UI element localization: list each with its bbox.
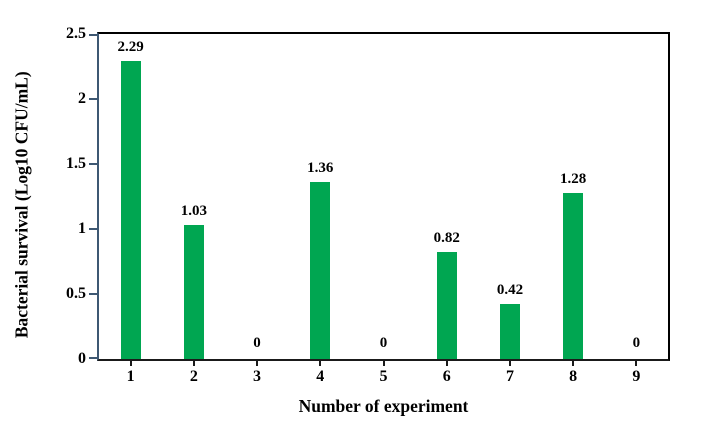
x-axis-tick-label: 2 — [189, 368, 198, 385]
x-axis-tick — [572, 361, 575, 366]
bar-value-label: 0 — [253, 335, 261, 351]
bar-value-label: 1.36 — [307, 160, 334, 177]
x-axis-tick — [256, 361, 259, 366]
y-axis-tick-label: 0.5 — [66, 285, 86, 302]
y-axis-tick — [89, 163, 97, 165]
x-axis-tick — [382, 361, 385, 366]
plot-inner: 0 0.5 1 1.5 2 2.5 2.29 1 1.03 2 0 3 1.36 4 0 5 0.82 6 0.42… — [66, 26, 668, 385]
y-axis-tick-label: 1.5 — [66, 155, 86, 172]
y-axis-tick — [89, 98, 97, 100]
bar-value-label: 0.42 — [496, 282, 524, 299]
x-axis-tick — [445, 361, 448, 366]
x-axis-tick-label: 4 — [316, 368, 325, 385]
bar — [436, 252, 457, 359]
x-axis-tick-label: 8 — [569, 368, 578, 385]
x-axis-tick — [635, 361, 638, 366]
y-axis-title: Bacterial survival (Log10 CFU/mL) — [11, 71, 32, 339]
x-axis-tick-label: 5 — [379, 368, 388, 385]
x-axis-tick-label: 1 — [126, 368, 135, 385]
x-axis-tick — [192, 361, 195, 366]
x-axis-tick-label: 6 — [442, 368, 451, 385]
plot-area: 0 0.5 1 1.5 2 2.5 2.29 1 1.03 2 0 3 1.36 4 0 5 0.82 6 0.42… — [66, 26, 670, 385]
x-axis-tick-label: 7 — [505, 368, 514, 385]
bar — [563, 192, 584, 359]
y-axis-tick-label: 2 — [78, 90, 86, 107]
x-axis-title: Number of experiment — [298, 396, 469, 416]
x-axis-tick — [129, 361, 132, 366]
x-axis-tick-label: 9 — [632, 368, 641, 385]
bar-value-label: 0 — [379, 335, 388, 351]
y-axis-tick — [89, 357, 97, 359]
y-axis-tick-label: 1 — [78, 220, 86, 237]
x-axis-tick-label: 3 — [253, 368, 262, 385]
bar-value-label: 0.82 — [433, 230, 460, 247]
y-axis-tick — [89, 228, 97, 230]
y-axis-tick — [89, 34, 97, 36]
y-axis-tick — [89, 293, 97, 295]
bar — [499, 304, 520, 359]
bar-value-label: 0 — [632, 335, 641, 351]
bar — [183, 225, 204, 359]
bar-value-label: 2.29 — [117, 39, 144, 56]
y-axis-tick-label: 2.5 — [66, 25, 86, 42]
bar-value-label: 1.28 — [560, 170, 587, 187]
bar — [120, 61, 141, 359]
x-axis-tick — [319, 361, 322, 366]
bar — [310, 182, 331, 359]
y-axis-tick-label: 0 — [78, 350, 86, 367]
bar-value-label: 1.03 — [180, 203, 207, 220]
x-axis-tick — [508, 361, 511, 366]
